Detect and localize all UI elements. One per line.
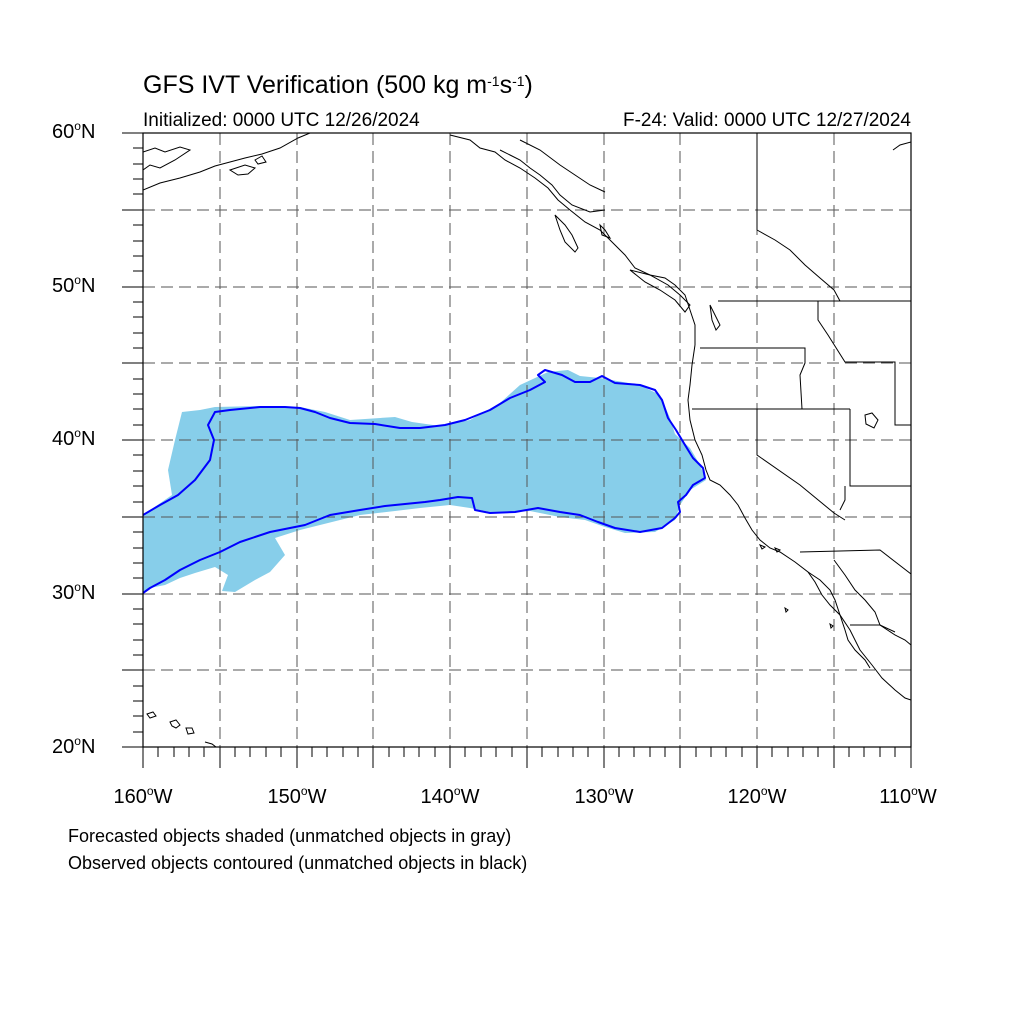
lon-label-140w: 140oW <box>420 784 480 808</box>
lon-label-120w: 120oW <box>727 784 787 808</box>
lon-label-150w: 150oW <box>267 784 327 808</box>
forecast-legend-note: Forecasted objects shaded (unmatched obj… <box>68 826 512 846</box>
chart-title: GFS IVT Verification (500 kg m-1s-1) <box>143 71 533 99</box>
observed-legend-note: Observed objects contoured (unmatched ob… <box>68 853 528 873</box>
observed-object-contour <box>143 369 706 594</box>
lat-label-60n: 60oN <box>52 119 96 143</box>
lat-label-20n: 20oN <box>52 734 96 758</box>
lon-label-130w: 130oW <box>574 784 634 808</box>
valid-time: F-24: Valid: 0000 UTC 12/27/2024 <box>623 110 911 131</box>
lat-label-50n: 50oN <box>52 273 96 297</box>
lat-label-30n: 30oN <box>52 580 96 604</box>
lon-label-160w: 160oW <box>113 784 173 808</box>
coastlines <box>143 133 911 747</box>
tick-marks <box>122 132 912 768</box>
forecast-object-shading <box>143 370 706 592</box>
initialized-time: Initialized: 0000 UTC 12/26/2024 <box>143 110 420 131</box>
gridlines <box>143 133 911 747</box>
lat-label-40n: 40oN <box>52 426 96 450</box>
lon-label-110w: 110oW <box>879 784 937 808</box>
political-borders <box>692 133 911 633</box>
